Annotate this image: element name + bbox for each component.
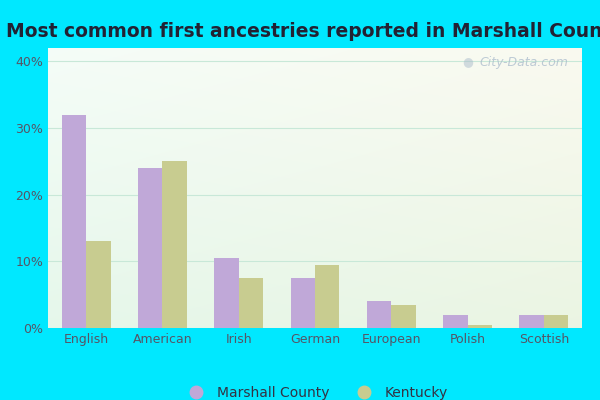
- Bar: [86, 241, 110, 328]
- Bar: [138, 168, 163, 328]
- Bar: [544, 315, 568, 328]
- Bar: [520, 315, 544, 328]
- Bar: [290, 278, 315, 328]
- Bar: [163, 161, 187, 328]
- Bar: [315, 265, 340, 328]
- Bar: [467, 325, 492, 328]
- Bar: [62, 115, 86, 328]
- Bar: [367, 301, 391, 328]
- Title: Most common first ancestries reported in Marshall County: Most common first ancestries reported in…: [6, 22, 600, 41]
- Text: ●: ●: [463, 55, 473, 68]
- Bar: [391, 305, 416, 328]
- Legend: Marshall County, Kentucky: Marshall County, Kentucky: [176, 380, 454, 400]
- Bar: [214, 258, 239, 328]
- Bar: [443, 315, 467, 328]
- Text: City-Data.com: City-Data.com: [480, 56, 569, 70]
- Bar: [239, 278, 263, 328]
